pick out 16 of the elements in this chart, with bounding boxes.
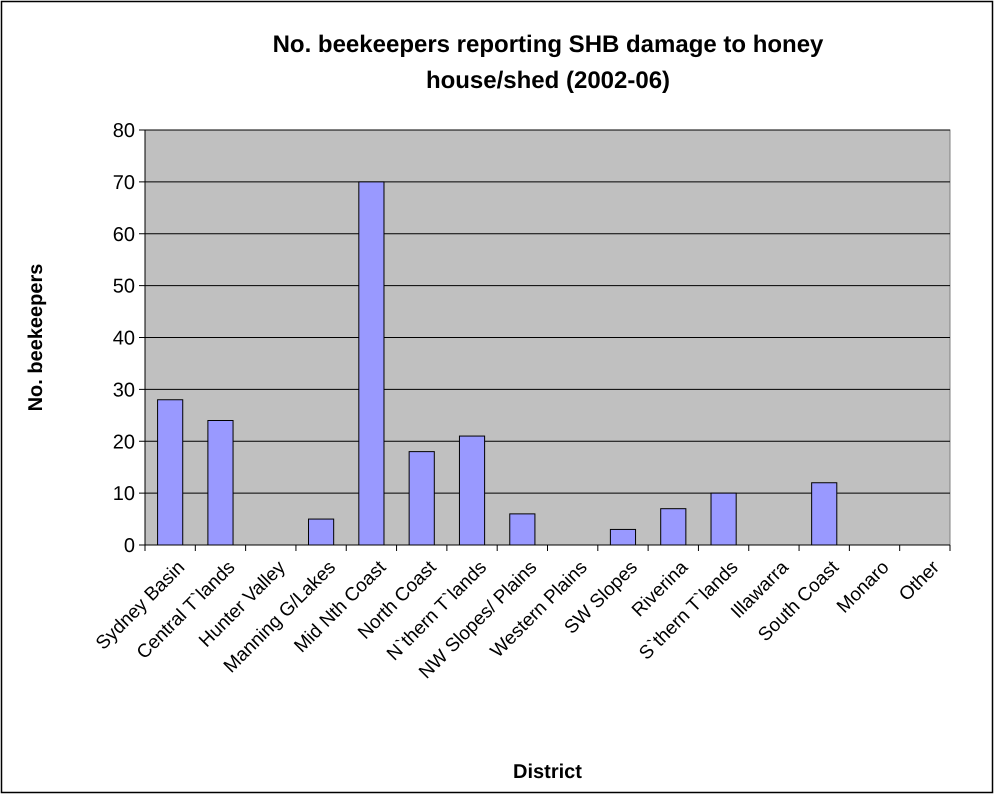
bar: [308, 518, 334, 546]
bar: [610, 528, 636, 546]
y-tick-label: 30: [112, 379, 135, 402]
y-tick-label: 0: [124, 535, 135, 557]
y-tick-label: 10: [112, 483, 135, 506]
y-tick-label: 60: [112, 224, 135, 246]
y-axis-title: No. beekeepers: [25, 264, 47, 412]
y-tick-label: 70: [112, 172, 135, 194]
y-tick-label: 40: [112, 328, 135, 350]
bar: [660, 508, 686, 546]
chart-title: No. beekeepers reporting SHB damage to honey house/shed (2002-06): [272, 31, 824, 94]
y-tick-label: 20: [112, 431, 135, 454]
y-tick-label: 50: [112, 276, 135, 298]
x-axis-title: District: [513, 761, 582, 783]
y-tick-label: 80: [112, 120, 135, 142]
bar: [509, 513, 536, 546]
